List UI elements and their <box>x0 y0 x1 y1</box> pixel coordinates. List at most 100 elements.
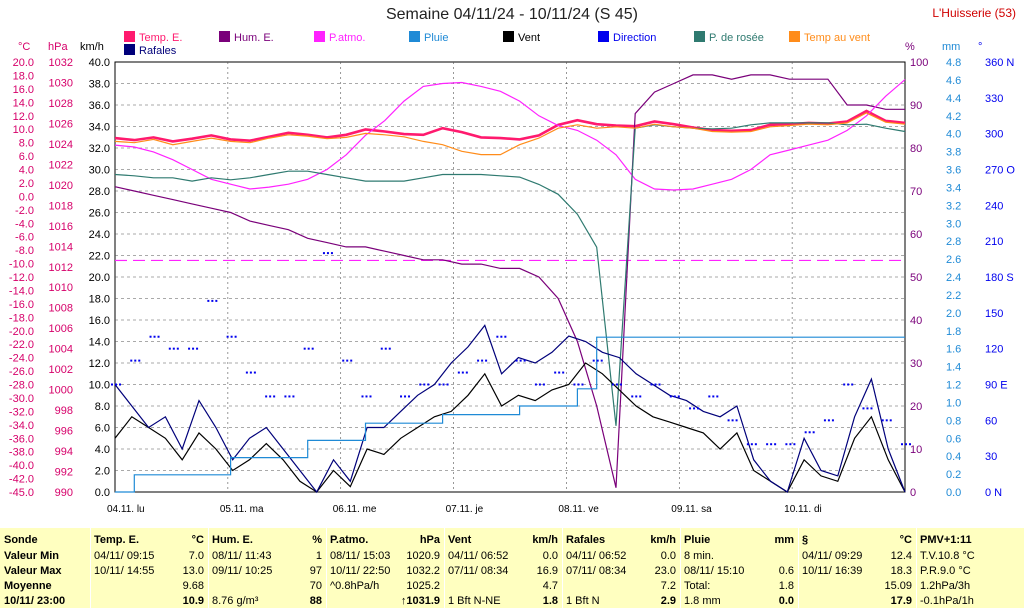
pressure-tick-label: 1024 <box>49 139 73 151</box>
direction-point <box>404 395 407 398</box>
stats-cell-info: 8 min. <box>684 550 714 562</box>
temp-tick-label: 4.0 <box>19 165 34 177</box>
legend-swatch <box>124 44 135 55</box>
direction-point <box>481 359 484 362</box>
direction-tick-label: 0 N <box>985 487 1002 499</box>
humidity-tick-label: 60 <box>910 229 922 241</box>
wind-tick-label: 16.0 <box>89 315 110 327</box>
legend-label: Temp. E. <box>139 32 183 44</box>
legend-item: Pluie <box>409 31 448 44</box>
stats-cell-value: 7.2 <box>660 580 676 592</box>
stats-table: Sonde Valeur Min Valeur Max Moyenne 10/11/ 2… <box>0 528 1024 608</box>
stats-unit: km/h <box>532 534 558 546</box>
stats-column: Sonde Valeur Min Valeur Max Moyenne 10/11/ 2… <box>0 528 91 608</box>
x-tick-label: 09.11. sa <box>671 504 712 515</box>
direction-point <box>669 395 672 398</box>
rain-tick-label: 2.4 <box>946 272 961 284</box>
temp-tick-label: 10.0 <box>13 124 34 136</box>
direction-point <box>519 359 522 362</box>
wind-tick-label: 2.0 <box>95 466 110 478</box>
wind-tick-label: 38.0 <box>89 79 110 91</box>
humidity-tick-label: 90 <box>910 100 922 112</box>
direction-point <box>504 335 507 338</box>
direction-point <box>611 383 614 386</box>
stats-cell-value: 9.68 <box>182 580 204 592</box>
rain-tick-label: 4.2 <box>946 111 961 123</box>
direction-point <box>831 419 834 422</box>
direction-point <box>215 299 218 302</box>
temp-tick-label: 14.0 <box>13 97 34 109</box>
direction-point <box>350 359 353 362</box>
humidity-tick-label: 100 <box>910 57 928 69</box>
direction-point <box>727 419 730 422</box>
rain-tick-label: 4.6 <box>946 75 961 87</box>
rain-tick-label: 0.2 <box>946 469 961 481</box>
direction-point <box>226 335 229 338</box>
temp-tick-label: -26.0 <box>9 366 34 378</box>
stats-row-label: Valeur Max <box>4 565 62 577</box>
temp-tick-label: -30.0 <box>9 393 34 405</box>
direction-point <box>253 371 256 374</box>
legend-swatch <box>409 31 420 42</box>
stats-header: Pluie <box>684 534 711 546</box>
legend-item: P.atmo. <box>314 31 366 44</box>
series-line-temp-e- <box>114 109 906 143</box>
direction-point <box>573 383 576 386</box>
stats-cell-info: 04/11/ 06:52 <box>448 550 509 562</box>
temp-tick-label: -10.0 <box>9 259 34 271</box>
rain-tick-label: 3.4 <box>946 182 961 194</box>
rain-tick-label: 1.8 <box>946 326 961 338</box>
humidity-tick-label: 70 <box>910 186 922 198</box>
direction-point <box>369 395 372 398</box>
stats-cell-value: ↑1031.9 <box>400 595 440 607</box>
stats-cell-info: 08/11/ 15:03 <box>330 550 391 562</box>
direction-point <box>581 383 584 386</box>
direction-point <box>905 443 907 446</box>
direction-point <box>477 359 480 362</box>
direction-point <box>862 407 865 410</box>
rain-tick-label: 3.0 <box>946 218 961 230</box>
legend-item: Direction <box>598 31 656 44</box>
direction-point <box>870 407 873 410</box>
axis-unit-label: hPa <box>48 41 68 53</box>
series-line-pluie <box>115 336 905 493</box>
direction-point <box>485 359 488 362</box>
direction-point <box>361 395 364 398</box>
direction-tick-label: 330 <box>985 93 1003 105</box>
direction-point <box>851 383 854 386</box>
stats-cell-info: 07/11/ 08:34 <box>448 565 509 577</box>
temp-tick-label: 20.0 <box>13 57 34 69</box>
humidity-tick-label: 40 <box>910 315 922 327</box>
stats-column: Pluie mm 8 min. 08/11/ 15:10 0.6 Total: 1.8 1.8… <box>680 528 799 608</box>
direction-point <box>168 347 171 350</box>
temp-tick-label: -24.0 <box>9 353 34 365</box>
legend-label: P. de rosée <box>709 32 764 44</box>
direction-point <box>785 443 788 446</box>
direction-point <box>746 443 749 446</box>
humidity-tick-label: 50 <box>910 272 922 284</box>
direction-tick-label: 300 <box>985 129 1003 141</box>
direction-point <box>269 395 272 398</box>
temp-tick-label: 12.0 <box>13 111 34 123</box>
direction-point <box>650 383 653 386</box>
stats-unit: mm <box>774 534 794 546</box>
direction-point <box>284 395 287 398</box>
direction-point <box>442 383 445 386</box>
temp-tick-label: -42.0 <box>9 474 34 486</box>
wind-tick-label: 4.0 <box>95 444 110 456</box>
stats-cell-info: 09/11/ 10:25 <box>212 565 273 577</box>
stats-cell-info: P.R.9.0 °C <box>920 565 971 577</box>
direction-tick-label: 60 <box>985 415 997 427</box>
direction-point <box>438 383 441 386</box>
stats-unit: km/h <box>650 534 676 546</box>
direction-point <box>496 335 499 338</box>
direction-point <box>461 371 464 374</box>
direction-tick-label: 360 N <box>985 57 1014 69</box>
rain-tick-label: 4.8 <box>946 57 961 69</box>
stats-cell-value: 97 <box>309 565 322 577</box>
direction-point <box>249 371 252 374</box>
stats-row-label: 10/11/ 23:00 <box>4 595 66 607</box>
direction-point <box>346 359 349 362</box>
rain-tick-label: 4.0 <box>946 129 961 141</box>
direction-point <box>119 383 121 386</box>
